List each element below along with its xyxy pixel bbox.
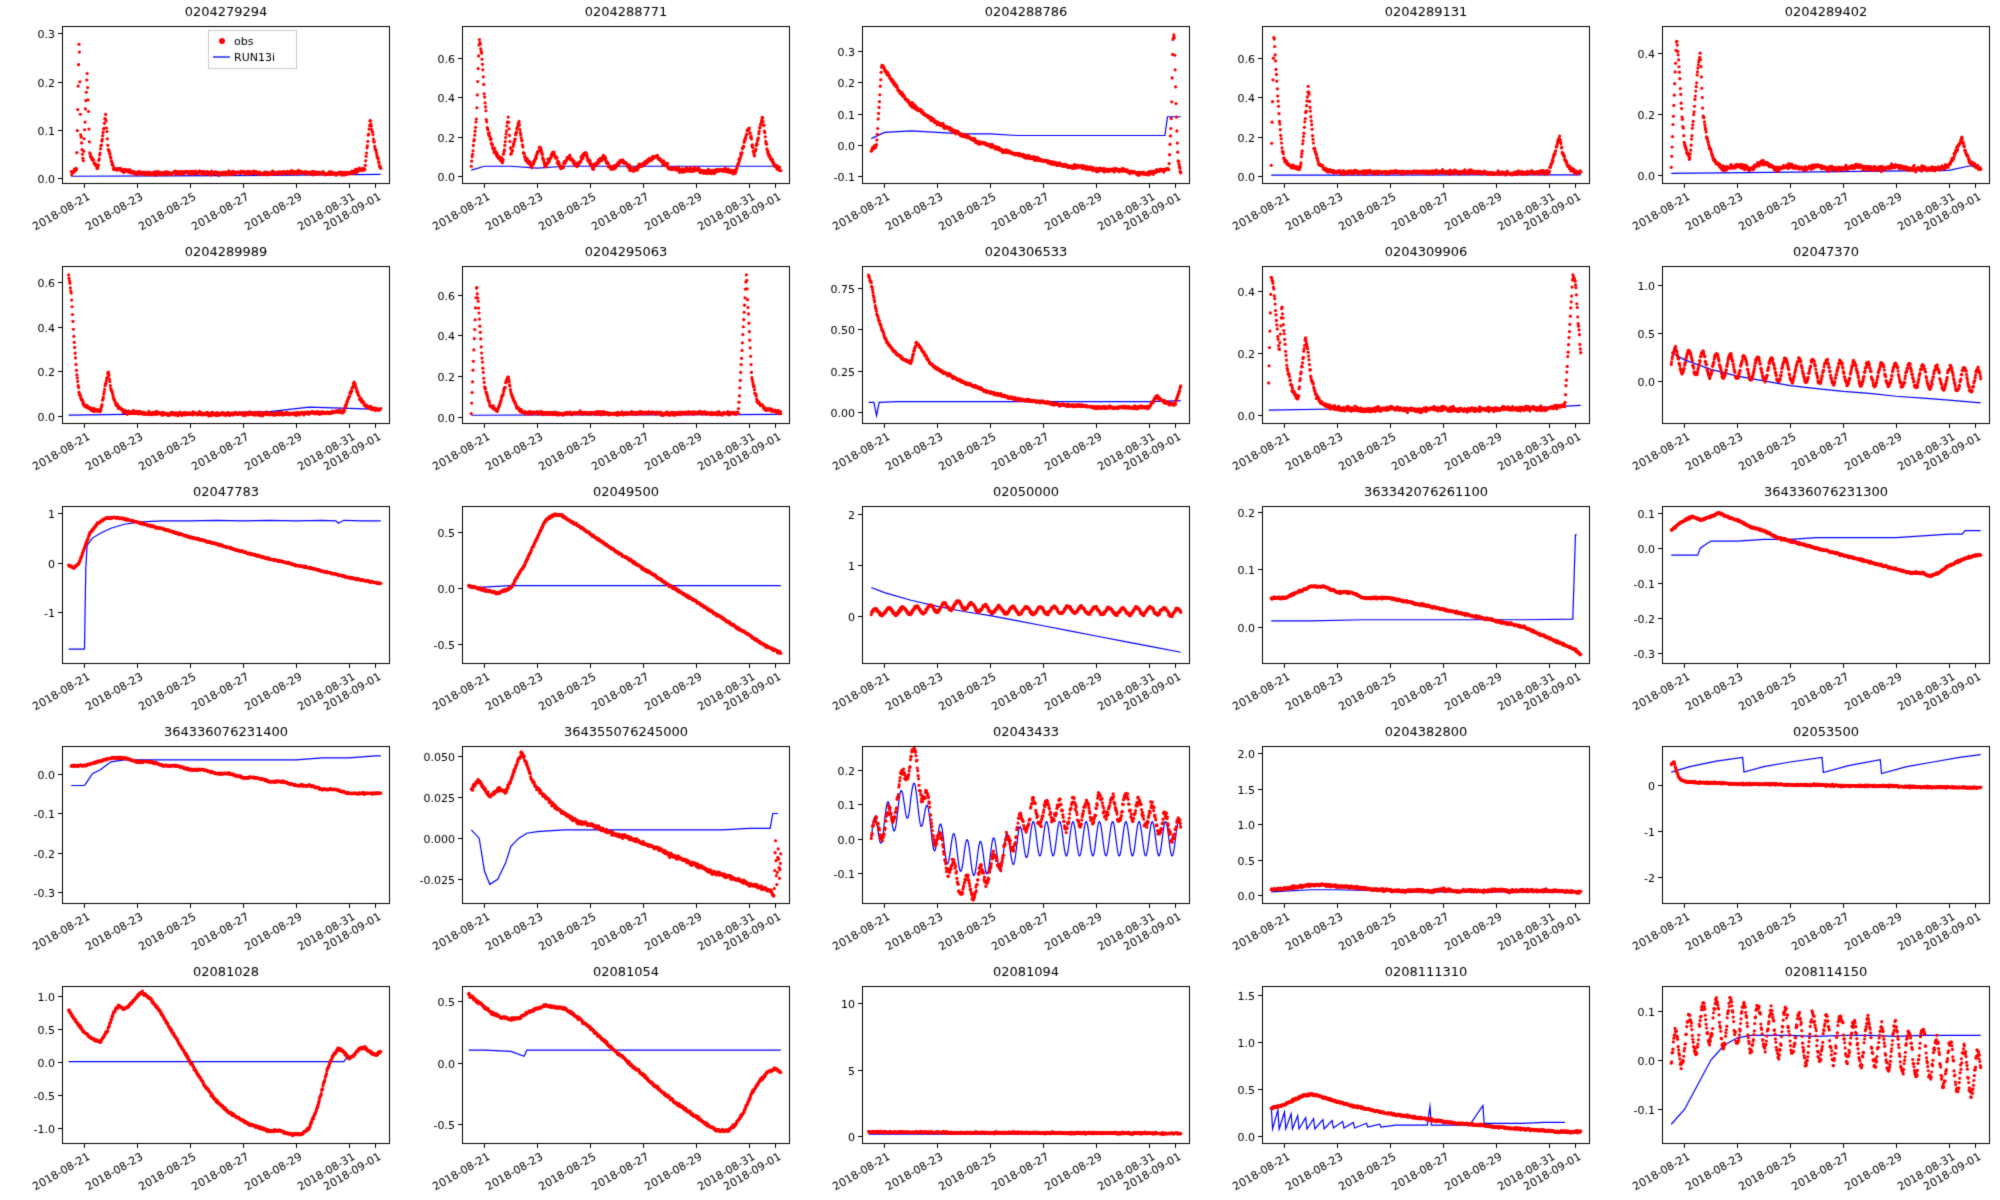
subplot-0204288786 [800, 0, 1200, 240]
subplot-canvas-02047370 [1600, 240, 2000, 480]
subplot-364336076231400 [0, 720, 400, 960]
subplot-02081028 [0, 960, 400, 1200]
subplot-02047783 [0, 480, 400, 720]
subplot-0204289131 [1200, 0, 1600, 240]
subplot-0204295063 [400, 240, 800, 480]
subplot-0208111310 [1200, 960, 1600, 1200]
subplot-02047370 [1600, 240, 2000, 480]
subplot-canvas-364336076231300 [1600, 480, 2000, 720]
subplot-canvas-364336076231400 [0, 720, 400, 960]
subplot-canvas-363342076261100 [1200, 480, 1600, 720]
subplot-0204289402 [1600, 0, 2000, 240]
subplot-363342076261100 [1200, 480, 1600, 720]
subplot-canvas-02081094 [800, 960, 1200, 1200]
subplot-02081094 [800, 960, 1200, 1200]
subplot-02043433 [800, 720, 1200, 960]
subplot-0204306533 [800, 240, 1200, 480]
subplot-canvas-02053500 [1600, 720, 2000, 960]
subplot-canvas-0204289131 [1200, 0, 1600, 240]
subplot-canvas-0208111310 [1200, 960, 1600, 1200]
subplot-canvas-02049500 [400, 480, 800, 720]
subplot-canvas-0204289402 [1600, 0, 2000, 240]
subplot-canvas-02081054 [400, 960, 800, 1200]
subplot-canvas-02050000 [800, 480, 1200, 720]
subplot-02050000 [800, 480, 1200, 720]
subplot-canvas-0204288771 [400, 0, 800, 240]
subplot-02081054 [400, 960, 800, 1200]
subplot-canvas-02047783 [0, 480, 400, 720]
subplot-canvas-0204295063 [400, 240, 800, 480]
subplot-0204279294 [0, 0, 400, 240]
subplot-canvas-0204288786 [800, 0, 1200, 240]
subplot-0204382800 [1200, 720, 1600, 960]
subplot-canvas-0204289989 [0, 240, 400, 480]
subplot-canvas-364355076245000 [400, 720, 800, 960]
subplot-364336076231300 [1600, 480, 2000, 720]
subplot-canvas-0204309906 [1200, 240, 1600, 480]
subplot-canvas-02043433 [800, 720, 1200, 960]
subplot-canvas-0208114150 [1600, 960, 2000, 1200]
subplot-0204309906 [1200, 240, 1600, 480]
subplot-02049500 [400, 480, 800, 720]
subplot-0204288771 [400, 0, 800, 240]
subplot-canvas-0204306533 [800, 240, 1200, 480]
subplot-364355076245000 [400, 720, 800, 960]
subplot-02053500 [1600, 720, 2000, 960]
subplot-0204289989 [0, 240, 400, 480]
subplot-canvas-02081028 [0, 960, 400, 1200]
subplot-canvas-0204279294 [0, 0, 400, 240]
subplot-canvas-0204382800 [1200, 720, 1600, 960]
subplot-0208114150 [1600, 960, 2000, 1200]
